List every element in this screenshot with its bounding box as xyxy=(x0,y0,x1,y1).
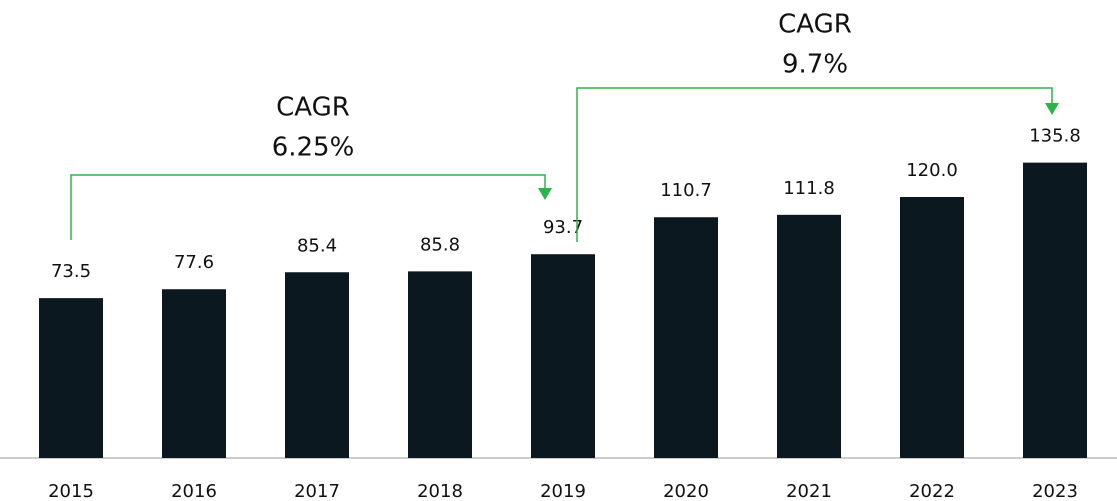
x-tick-label: 2022 xyxy=(909,481,955,501)
x-tick-label: 2021 xyxy=(786,481,832,501)
bar xyxy=(777,214,841,458)
value-label: 93.7 xyxy=(543,217,583,238)
bar xyxy=(654,217,718,458)
cagr-text: CAGR xyxy=(778,10,852,40)
bar xyxy=(162,289,226,458)
cagr-bracket xyxy=(70,174,546,240)
cagr-arrow xyxy=(538,188,552,200)
value-label: 73.5 xyxy=(51,261,91,282)
cagr-text: 9.7% xyxy=(782,50,848,80)
cagr-bracket xyxy=(576,87,1053,242)
cagr-arrow xyxy=(1045,103,1059,115)
x-tick-label: 2018 xyxy=(417,481,463,501)
value-label: 120.0 xyxy=(906,160,958,181)
cagr-text: CAGR xyxy=(276,93,350,123)
value-label: 110.7 xyxy=(660,180,712,201)
bar xyxy=(1023,162,1087,458)
bar xyxy=(285,272,349,458)
value-label: 85.8 xyxy=(420,234,460,255)
x-tick-label: 2015 xyxy=(48,481,94,501)
x-tick-label: 2019 xyxy=(540,481,586,501)
cagr-text: 6.25% xyxy=(272,133,355,163)
value-label: 135.8 xyxy=(1029,126,1081,147)
bar xyxy=(408,271,472,458)
x-tick-label: 2017 xyxy=(294,481,340,501)
bar xyxy=(900,197,964,458)
bar xyxy=(39,298,103,458)
value-label: 111.8 xyxy=(783,178,835,199)
bar xyxy=(531,254,595,458)
x-tick-label: 2016 xyxy=(171,481,217,501)
value-label: 85.4 xyxy=(297,235,337,256)
x-tick-label: 2020 xyxy=(663,481,709,501)
value-label: 77.6 xyxy=(174,252,214,273)
x-tick-label: 2023 xyxy=(1032,481,1078,501)
